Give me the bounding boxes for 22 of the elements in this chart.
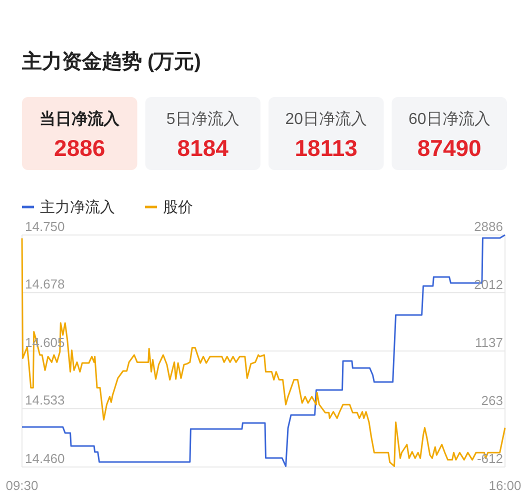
y-tick-label: 14.460 <box>25 451 65 466</box>
category-label: 5日净流入 <box>166 110 240 128</box>
text: 主力资金趋势 (万元) <box>21 50 201 73</box>
category-label: 当日净流入 <box>40 109 121 128</box>
category-label: 60日净流入 <box>408 110 490 128</box>
data-label: 8184 <box>177 135 229 161</box>
legend-label: 主力净流入 <box>40 199 115 216</box>
data-label: 87490 <box>417 135 482 161</box>
y2-tick-label: 2886 <box>474 219 503 234</box>
x-tick-label: 16:00 <box>488 478 522 493</box>
y2-tick-label: 2012 <box>474 276 503 292</box>
category-label: 20日净流入 <box>285 110 368 128</box>
y-tick-label: 14.678 <box>25 276 65 292</box>
y2-tick-label: 1137 <box>475 335 503 350</box>
y2-tick-label: -612 <box>476 451 503 466</box>
y-tick-label: 14.533 <box>25 392 65 408</box>
data-label: 2886 <box>54 135 106 161</box>
legend-label: 股价 <box>163 199 193 216</box>
data-label: 18113 <box>294 135 358 161</box>
y-tick-label: 14.750 <box>25 219 65 234</box>
y2-tick-label: 263 <box>481 392 503 408</box>
x-tick-label: 09:30 <box>6 478 38 493</box>
